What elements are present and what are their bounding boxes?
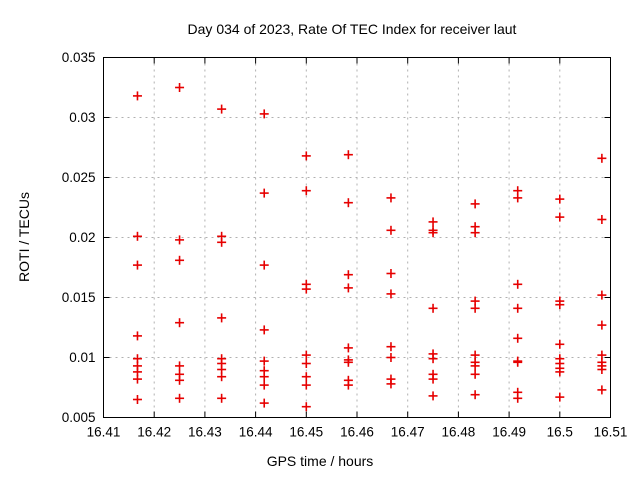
chart-title: Day 034 of 2023, Rate Of TEC Index for r… [187, 21, 517, 37]
x-tick-label: 16.41 [87, 425, 121, 440]
x-tick-label: 16.49 [492, 425, 526, 440]
y-tick-label: 0.02 [69, 230, 95, 245]
y-tick-label: 0.035 [62, 50, 96, 65]
x-tick-label: 16.51 [594, 425, 628, 440]
y-axis-label: ROTI / TECUs [16, 192, 32, 282]
y-tick-label: 0.015 [62, 290, 96, 305]
x-tick-label: 16.43 [188, 425, 222, 440]
y-tick-label: 0.03 [69, 110, 95, 125]
x-tick-label: 16.42 [137, 425, 171, 440]
y-tick-label: 0.005 [62, 410, 96, 425]
x-tick-label: 16.46 [340, 425, 374, 440]
x-tick-label: 16.44 [239, 425, 273, 440]
y-tick-label: 0.025 [62, 170, 96, 185]
x-tick-label: 16.5 [547, 425, 573, 440]
x-axis-label: GPS time / hours [266, 453, 374, 469]
x-tick-label: 16.47 [391, 425, 425, 440]
y-tick-label: 0.01 [69, 350, 95, 365]
x-tick-label: 16.48 [442, 425, 476, 440]
x-tick-label: 16.45 [289, 425, 323, 440]
